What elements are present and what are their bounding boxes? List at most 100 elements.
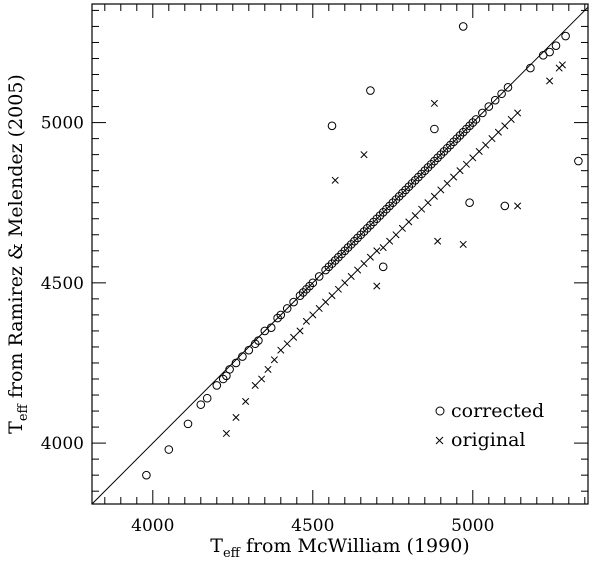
x-ticks: 4000 4500 5000	[104, 4, 586, 536]
data-point-original	[386, 237, 394, 245]
data-point-original	[405, 218, 413, 226]
data-point-corrected	[404, 182, 414, 191]
data-point-original	[430, 99, 438, 107]
data-point-corrected	[321, 265, 330, 275]
data-point-corrected	[346, 240, 356, 249]
data-point-corrected	[375, 211, 385, 220]
data-point-corrected	[327, 259, 337, 268]
data-point-corrected	[362, 224, 372, 233]
data-point-original	[373, 282, 381, 290]
data-point-original	[334, 285, 342, 293]
data-point-corrected	[410, 175, 420, 185]
data-point-corrected	[526, 63, 535, 73]
data-point-corrected	[282, 304, 292, 313]
data-point-corrected	[465, 121, 474, 131]
data-point-corrected	[478, 108, 487, 118]
data-point-original	[424, 199, 432, 207]
legend-cross-marker	[435, 436, 444, 445]
data-point-original	[546, 77, 554, 85]
data-point-corrected	[433, 153, 442, 163]
y-axis-label-rest: from Ramirez & Melendez (2005)	[5, 74, 27, 404]
data-point-original	[514, 202, 522, 210]
x-tick-label: 4000	[131, 516, 174, 536]
data-point-corrected	[308, 278, 318, 288]
series-corrected	[142, 22, 583, 480]
y-tick-label: 4000	[41, 434, 84, 454]
data-point-original	[459, 240, 467, 248]
data-point-corrected	[218, 374, 228, 384]
data-point-original	[270, 356, 278, 364]
data-point-original	[347, 272, 355, 280]
data-point-corrected	[353, 233, 362, 243]
data-point-original	[418, 205, 426, 213]
data-point-original	[366, 253, 374, 261]
data-point-original	[462, 160, 470, 168]
data-point-corrected	[394, 192, 404, 201]
data-point-original	[494, 128, 502, 136]
series-original	[222, 61, 566, 438]
data-point-corrected	[497, 89, 506, 99]
y-axis-label-main: T	[5, 421, 27, 434]
data-point-corrected	[266, 323, 276, 333]
data-point-original	[507, 115, 515, 123]
data-point-original	[392, 231, 400, 239]
data-point-original	[283, 340, 291, 348]
data-point-corrected	[398, 188, 407, 198]
data-point-corrected	[430, 124, 439, 134]
data-point-corrected	[356, 230, 366, 240]
data-point-original	[242, 397, 250, 405]
data-point-corrected	[337, 249, 346, 259]
data-point-original	[475, 147, 483, 155]
data-point-corrected	[366, 86, 375, 95]
data-point-corrected	[401, 185, 410, 195]
data-point-corrected	[244, 345, 254, 355]
data-point-corrected	[420, 166, 430, 175]
data-point-corrected	[490, 95, 500, 105]
data-point-corrected	[250, 339, 260, 349]
data-point-corrected	[372, 214, 382, 224]
data-point-original	[251, 381, 259, 389]
data-point-original	[488, 135, 496, 143]
x-axis-label-sub: eff	[223, 546, 242, 561]
data-point-original	[437, 186, 445, 194]
legend-label-corrected: corrected	[451, 400, 544, 422]
data-point-corrected	[202, 393, 212, 403]
data-point-corrected	[212, 381, 222, 390]
y-tick-label: 4500	[41, 274, 84, 294]
data-point-corrected	[327, 121, 337, 131]
data-point-original	[430, 192, 438, 200]
data-point-original	[360, 151, 368, 159]
data-point-corrected	[350, 236, 359, 246]
data-point-corrected	[225, 365, 234, 374]
data-point-corrected	[378, 208, 388, 217]
x-tick-label: 4500	[291, 516, 334, 536]
data-point-original	[443, 179, 451, 188]
data-point-original	[222, 429, 230, 438]
data-point-original	[514, 109, 522, 117]
data-point-corrected	[340, 246, 350, 256]
data-point-corrected	[471, 115, 481, 124]
plot-frame	[91, 3, 589, 505]
data-point-original	[322, 298, 330, 306]
data-point-corrected	[369, 217, 378, 227]
data-point-corrected	[382, 204, 391, 214]
data-point-original	[328, 292, 336, 300]
data-point-corrected	[391, 195, 401, 204]
data-point-corrected	[378, 262, 388, 272]
data-point-corrected	[423, 163, 433, 172]
data-point-original	[331, 176, 339, 184]
data-point-corrected	[366, 220, 375, 230]
data-point-corrected	[503, 83, 513, 92]
data-point-original	[456, 167, 464, 175]
data-point-corrected	[254, 336, 263, 345]
data-point-original	[354, 266, 362, 274]
data-point-corrected	[196, 400, 206, 409]
y-tick-label: 5000	[41, 114, 84, 134]
data-point-corrected	[324, 262, 334, 272]
data-point-corrected	[388, 198, 398, 208]
data-point-corrected	[273, 313, 282, 323]
data-point-corrected	[142, 470, 151, 480]
data-point-corrected	[407, 179, 417, 188]
data-point-corrected	[430, 156, 439, 166]
data-point-original	[501, 122, 509, 130]
